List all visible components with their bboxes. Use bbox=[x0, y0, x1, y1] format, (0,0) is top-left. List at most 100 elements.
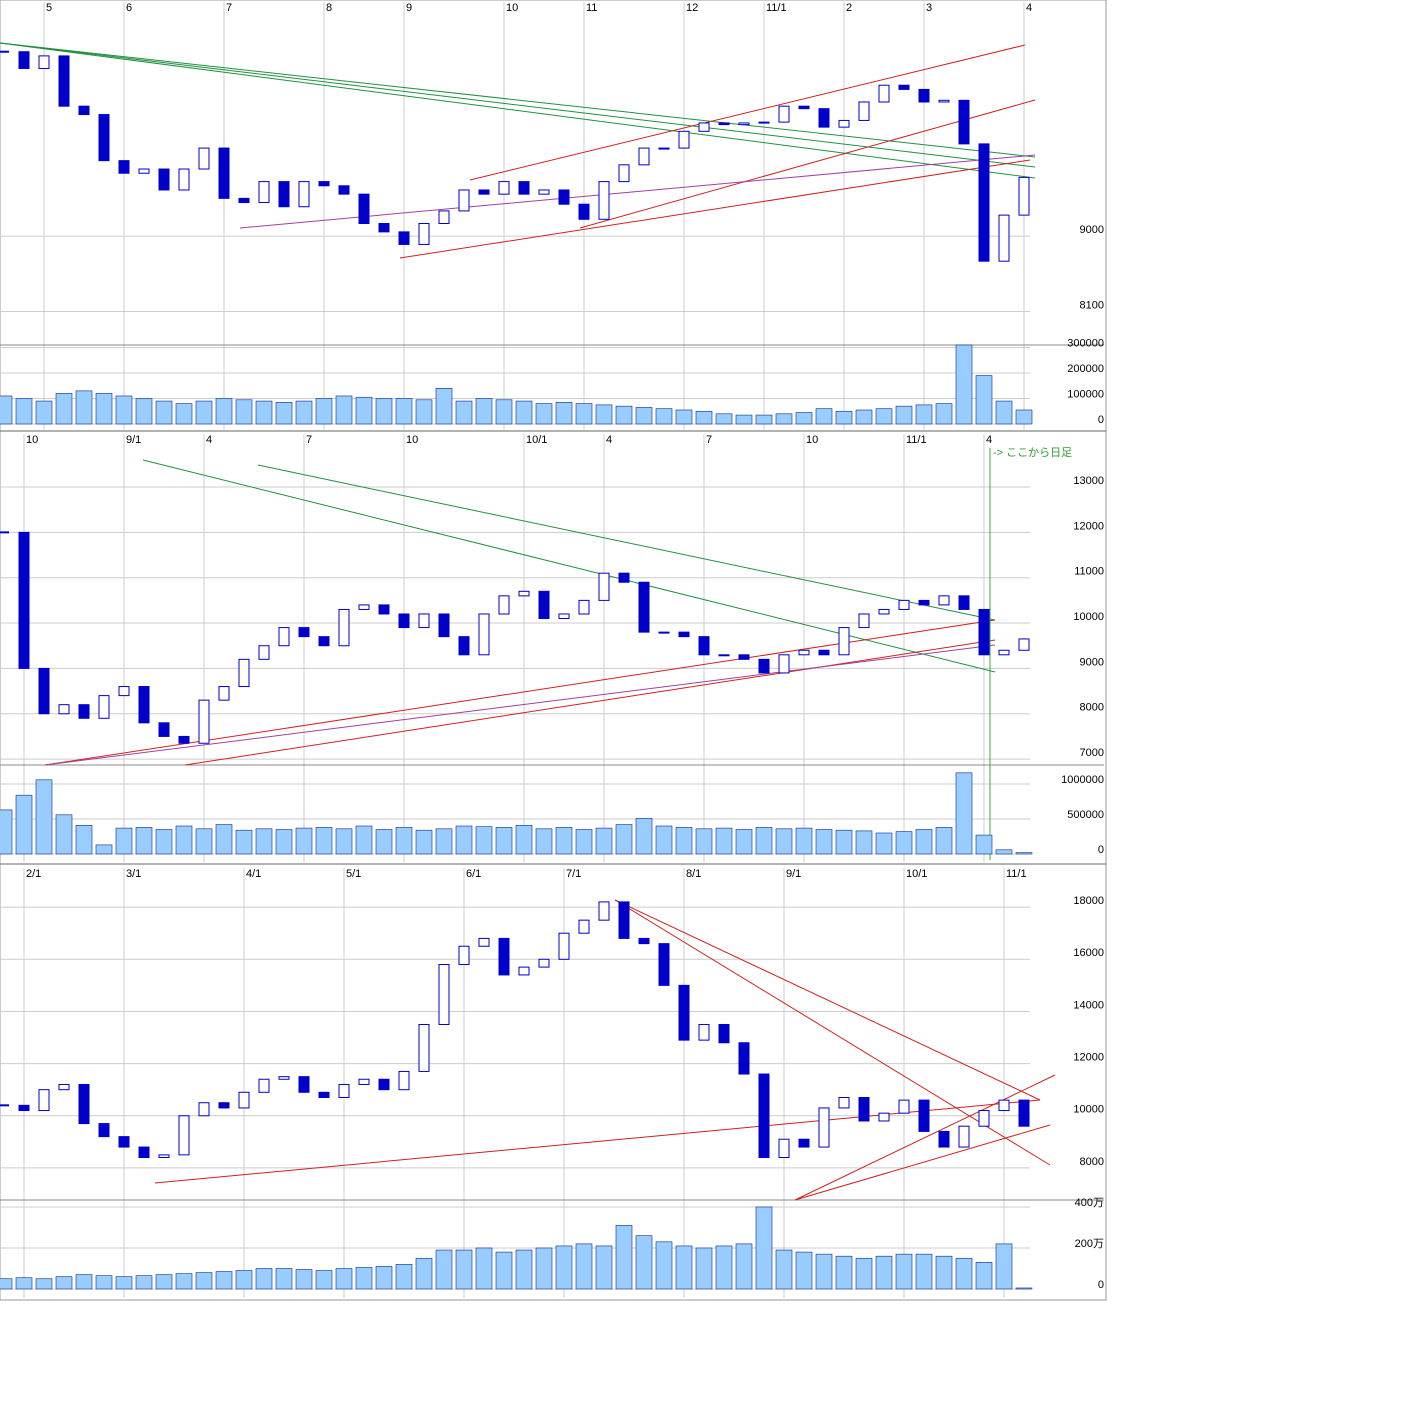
x-tick-label: 7 bbox=[706, 434, 712, 446]
candle bbox=[978, 1110, 990, 1127]
x-tick-label: 10 bbox=[506, 2, 518, 14]
y-tick-label: 14000 bbox=[1073, 999, 1104, 1011]
x-tick-label: 9 bbox=[406, 2, 412, 14]
volume-bar bbox=[435, 1249, 453, 1290]
candle bbox=[618, 572, 630, 583]
volume-bar bbox=[515, 400, 533, 425]
x-tick-label: 11/1 bbox=[1006, 868, 1027, 880]
candle bbox=[778, 1138, 790, 1158]
candle bbox=[758, 658, 770, 674]
volume-bar bbox=[715, 413, 733, 425]
candle bbox=[418, 613, 430, 629]
volume-bar bbox=[955, 772, 973, 855]
candle bbox=[798, 649, 810, 656]
candle bbox=[718, 654, 730, 657]
volume-bar bbox=[395, 398, 413, 425]
volume-bar bbox=[35, 400, 53, 425]
volume-bar bbox=[655, 1241, 673, 1290]
volume-bar bbox=[915, 404, 933, 425]
candle bbox=[18, 51, 30, 69]
volume-bar bbox=[835, 1255, 853, 1290]
candle bbox=[698, 636, 710, 656]
volume-bar bbox=[735, 1243, 753, 1290]
candle bbox=[758, 121, 770, 124]
volume-bar bbox=[975, 375, 993, 425]
volume-bar bbox=[335, 1268, 353, 1290]
candle bbox=[798, 1138, 810, 1148]
y-tick-label: 100000 bbox=[1067, 388, 1104, 400]
candle bbox=[918, 1099, 930, 1132]
candle bbox=[558, 189, 570, 205]
volume-bar bbox=[35, 779, 53, 855]
volume-bar bbox=[195, 828, 213, 855]
candle bbox=[38, 667, 50, 715]
trend-line bbox=[614, 899, 1041, 1101]
volume-bar bbox=[175, 1273, 193, 1290]
x-tick-label: 11/1 bbox=[906, 434, 927, 446]
candle bbox=[118, 1136, 130, 1148]
volume-bar bbox=[615, 824, 633, 855]
volume-bar bbox=[855, 1257, 873, 1290]
volume-bar bbox=[595, 1245, 613, 1290]
candle bbox=[878, 608, 890, 615]
volume-bar bbox=[395, 1264, 413, 1290]
volume-bar bbox=[715, 1245, 733, 1290]
candle bbox=[838, 119, 850, 128]
candle bbox=[798, 105, 810, 110]
candle bbox=[298, 627, 310, 638]
candle bbox=[958, 595, 970, 610]
candle bbox=[58, 1083, 70, 1091]
x-tick-label: 4/1 bbox=[246, 868, 261, 880]
volume-bar bbox=[875, 832, 893, 855]
candle bbox=[18, 531, 30, 669]
x-tick-label: 12 bbox=[686, 2, 698, 14]
volume-bar bbox=[795, 827, 813, 855]
volume-bar bbox=[215, 1271, 233, 1290]
volume-bar bbox=[175, 825, 193, 855]
volume-bar bbox=[215, 824, 233, 855]
candle bbox=[198, 1102, 210, 1117]
candle bbox=[958, 99, 970, 145]
volume-bar bbox=[235, 829, 253, 855]
candle bbox=[938, 1130, 950, 1148]
volume-bar bbox=[995, 1243, 1013, 1290]
volume-bar bbox=[1015, 409, 1033, 425]
volume-bar bbox=[835, 410, 853, 425]
candle bbox=[818, 108, 830, 128]
candle bbox=[638, 581, 650, 633]
candle bbox=[138, 168, 150, 174]
volume-bar bbox=[495, 399, 513, 425]
candle bbox=[478, 189, 490, 195]
candle bbox=[158, 168, 170, 191]
candle bbox=[78, 1083, 90, 1125]
volume-bar bbox=[815, 829, 833, 855]
volume-bar bbox=[835, 829, 853, 855]
y-tick-label: 16000 bbox=[1073, 947, 1104, 959]
volume-bar bbox=[675, 409, 693, 425]
candle bbox=[258, 181, 270, 204]
volume-bar bbox=[255, 400, 273, 425]
candle bbox=[698, 1023, 710, 1041]
volume-bar bbox=[1015, 1287, 1033, 1290]
candle bbox=[398, 613, 410, 629]
volume-bar bbox=[455, 825, 473, 855]
candle bbox=[378, 1078, 390, 1091]
x-tick-label: 4 bbox=[606, 434, 612, 446]
volume-bar bbox=[55, 814, 73, 855]
x-tick-label: 10/1 bbox=[526, 434, 547, 446]
y-tick-label: 8100 bbox=[1080, 299, 1104, 311]
volume-bar bbox=[95, 393, 113, 425]
candle bbox=[658, 631, 670, 634]
candle bbox=[778, 654, 790, 674]
candle bbox=[98, 114, 110, 162]
volume-bar bbox=[155, 400, 173, 425]
candle bbox=[738, 122, 750, 126]
volume-bar bbox=[195, 400, 213, 425]
x-tick-label: 4 bbox=[986, 434, 992, 446]
volume-bar bbox=[415, 829, 433, 855]
volume-bar bbox=[115, 395, 133, 425]
y-tick-label: 400万 bbox=[1075, 1197, 1104, 1209]
x-tick-label: 11 bbox=[586, 2, 597, 14]
candle bbox=[538, 958, 550, 968]
candle bbox=[858, 613, 870, 629]
